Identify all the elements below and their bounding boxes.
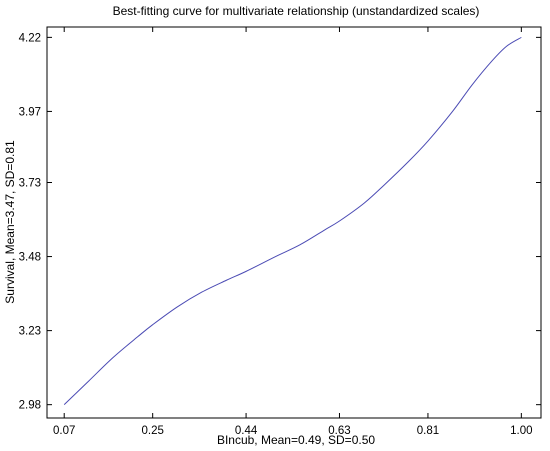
tick-marks bbox=[47, 27, 541, 418]
chart-title: Best-fitting curve for multivariate rela… bbox=[113, 4, 480, 18]
x-tick-label: 0.44 bbox=[235, 425, 258, 437]
y-tick-labels: 2.98 3.23 3.48 3.73 3.97 4.22 bbox=[19, 32, 41, 411]
y-tick-label: 3.23 bbox=[19, 326, 41, 338]
x-tick-label: 0.25 bbox=[141, 425, 163, 437]
series-line bbox=[63, 36, 522, 406]
y-tick-label: 2.98 bbox=[19, 400, 41, 412]
x-tick-label: 0.63 bbox=[328, 425, 350, 437]
y-tick-label: 3.97 bbox=[19, 106, 41, 118]
y-tick-label: 3.48 bbox=[19, 252, 41, 264]
x-tick-label: 0.81 bbox=[417, 425, 439, 437]
x-tick-label: 1.00 bbox=[510, 425, 532, 437]
x-tick-label: 0.07 bbox=[53, 425, 75, 437]
x-axis-label: BIncub, Mean=0.49, SD=0.50 bbox=[217, 433, 375, 447]
y-axis-label: Survival, Mean=3.47, SD=0.81 bbox=[3, 140, 17, 304]
series-layer bbox=[63, 36, 522, 406]
y-tick-label: 4.22 bbox=[19, 32, 41, 44]
y-tick-label: 3.73 bbox=[19, 178, 41, 190]
plot-area bbox=[46, 26, 542, 419]
x-tick-labels: 0.07 0.25 0.44 0.63 0.81 1.00 bbox=[53, 425, 533, 437]
